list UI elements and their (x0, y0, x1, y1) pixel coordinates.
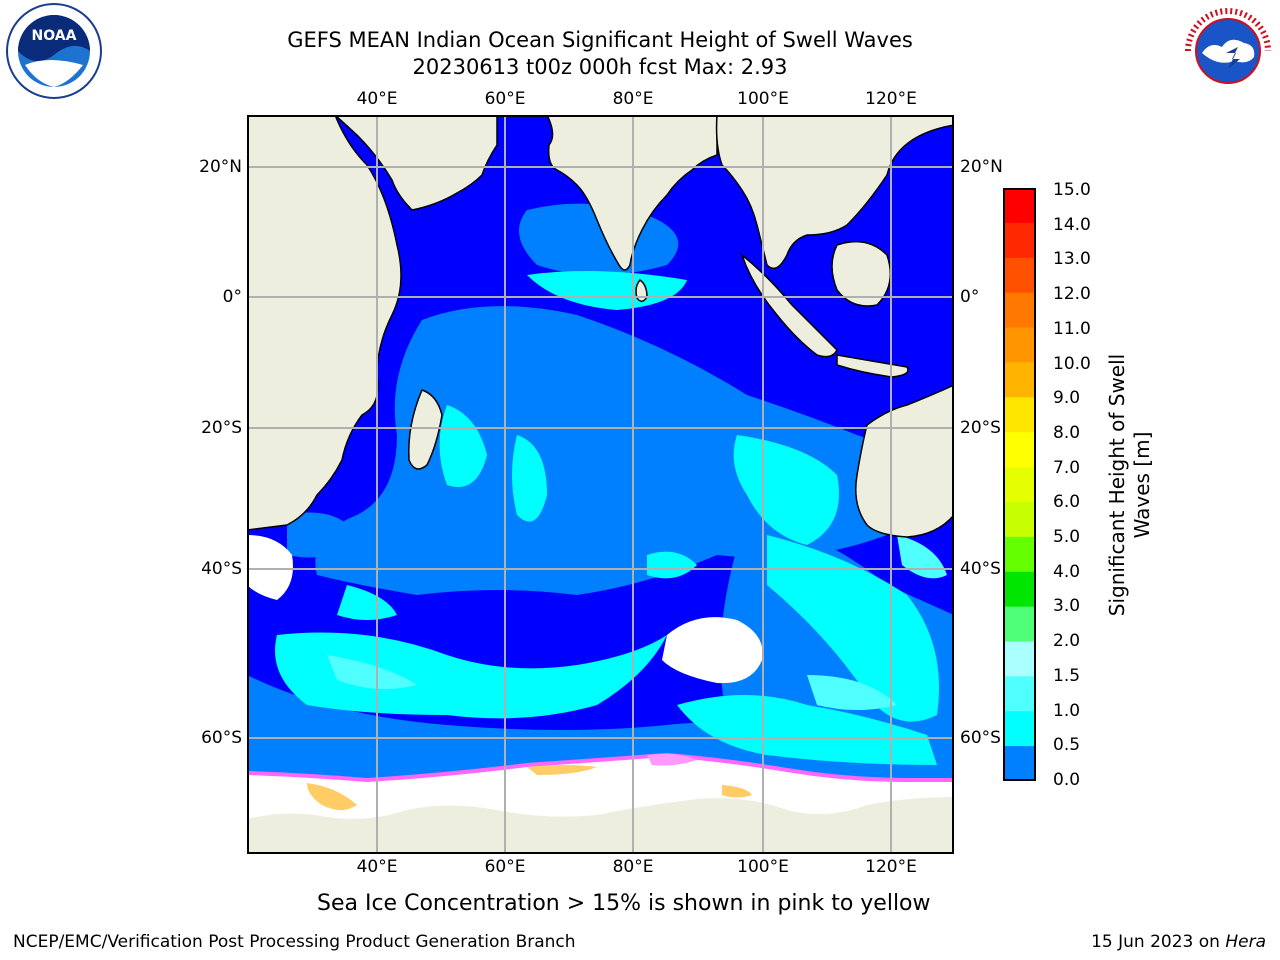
colorbar-tick-label: 10.0 (1053, 353, 1091, 374)
colorbar-segment (1003, 571, 1036, 608)
swell-height-map (247, 115, 954, 854)
lon-tick-bottom: 120°E (865, 857, 917, 877)
colorbar-segment (1003, 362, 1036, 398)
colorbar-tick-label: 15.0 (1053, 180, 1091, 200)
lon-tick-bottom: 80°E (612, 857, 654, 877)
colorbar-tick-label: 9.0 (1053, 388, 1081, 409)
colorbar-segment (1003, 257, 1036, 294)
map-grid (247, 115, 954, 854)
swell-field-1.5-2.0 (327, 655, 417, 689)
colorbar-tick-label: 1.0 (1053, 700, 1081, 721)
lon-tick-top: 100°E (737, 89, 789, 109)
colorbar-segment (1003, 397, 1036, 433)
noaa-logo: NOAA (6, 3, 102, 99)
sea-ice-edge (647, 753, 697, 766)
colorbar-tick-label: 14.0 (1053, 214, 1091, 235)
swell-field-0.5-1.0 (315, 306, 887, 595)
nws-logo (1182, 5, 1274, 97)
colorbar-segment (1003, 327, 1036, 363)
colorbar-tick-label: 11.0 (1053, 318, 1091, 339)
lon-tick-bottom: 100°E (737, 857, 789, 877)
colorbar-title: Significant Height of Swell Waves [m] (1105, 353, 1154, 617)
footer-date: 15 Jun 2023 on Hera (1091, 932, 1266, 952)
land-australia (855, 384, 954, 538)
swell-field-1.0-1.5 (677, 695, 937, 765)
lat-tick-left: 60°S (201, 728, 242, 748)
lon-tick-top: 40°E (356, 89, 398, 109)
colorbar-segment (1003, 222, 1036, 259)
lon-tick-top: 80°E (612, 89, 654, 109)
colorbar-segment (1003, 641, 1036, 677)
swell-field-1.0-1.5 (512, 435, 547, 522)
colorbar-tick-label: 5.0 (1053, 527, 1081, 548)
lon-tick-bottom: 40°E (356, 857, 398, 877)
footer-credit: NCEP/EMC/Verification Post Processing Pr… (13, 932, 576, 952)
swell-field-1.0-1.5 (527, 271, 687, 310)
colorbar-tick-label: 0.0 (1053, 770, 1081, 790)
colorbar-tick-label: 6.0 (1053, 492, 1081, 513)
colorbar-segment (1003, 536, 1036, 573)
land-borneo (831, 240, 892, 307)
swell-field-1.0-1.5 (647, 551, 697, 579)
colorbar-tick-label: 2.0 (1053, 631, 1081, 652)
swell-field-1.0-1.5 (733, 435, 839, 545)
land-madagascar (408, 389, 443, 470)
swell-field-0.5-1.0 (287, 512, 357, 558)
swell-field-1.0-1.5 (767, 535, 939, 722)
map-frame (247, 115, 954, 854)
lat-tick-left: 20°N (199, 157, 242, 177)
sea-ice-note: Sea Ice Concentration > 15% is shown in … (317, 891, 931, 916)
nodata-region (247, 535, 293, 600)
lat-tick-right: 20°S (960, 418, 1001, 438)
nodata-region (662, 617, 763, 684)
sea-ice-edge (247, 752, 954, 783)
plot-title: GEFS MEAN Indian Ocean Significant Heigh… (287, 28, 913, 52)
swell-field-1.0-1.5 (439, 405, 487, 487)
colorbar-segment (1003, 606, 1036, 642)
lat-tick-left: 0° (222, 287, 242, 307)
colorbar-segment (1003, 432, 1036, 468)
land-sri-lanka (635, 278, 648, 302)
swell-field-1.5-2.0 (807, 675, 897, 710)
colorbar-segment (1003, 746, 1036, 781)
land-se-asia (715, 115, 954, 270)
colorbar-segment (1003, 501, 1036, 538)
sea-ice (247, 755, 954, 819)
colorbar-tick-label: 8.0 (1053, 422, 1081, 443)
colorbar-tick-label: 1.5 (1053, 665, 1081, 686)
colorbar-tick-label: 12.0 (1053, 284, 1091, 305)
sea-ice-edge (527, 765, 597, 775)
footer-host: Hera (1225, 932, 1266, 952)
sea-ice-edge (307, 783, 357, 810)
swell-field-1.0-1.5 (337, 585, 397, 620)
colorbar-tick-label: 0.5 (1053, 735, 1081, 756)
swell-field-1.5-2.0 (897, 535, 947, 579)
colorbar-segment (1003, 188, 1036, 224)
lon-tick-top: 60°E (484, 89, 526, 109)
colorbar-segment (1003, 711, 1036, 747)
lat-tick-left: 40°S (201, 559, 242, 579)
colorbar-tick-label: 13.0 (1053, 249, 1091, 270)
swell-field-1.0-1.5 (275, 632, 667, 719)
lon-tick-top: 120°E (865, 89, 917, 109)
colorbar (1003, 188, 1036, 781)
colorbar-tick-label: 7.0 (1053, 457, 1081, 478)
lat-tick-right: 0° (960, 287, 980, 307)
plot-subtitle: 20230613 t00z 000h fcst Max: 2.93 (412, 55, 788, 79)
colorbar-tick-label: 4.0 (1053, 561, 1081, 582)
colorbar-tick-label: 3.0 (1053, 596, 1081, 617)
sea-ice-edge (722, 785, 752, 798)
lat-tick-right: 20°N (960, 157, 1003, 177)
colorbar-segment (1003, 467, 1036, 503)
colorbar-frame (1003, 188, 1036, 781)
lon-tick-bottom: 60°E (484, 857, 526, 877)
colorbar-segment (1003, 676, 1036, 712)
lat-tick-left: 20°S (201, 418, 242, 438)
colorbar-segment (1003, 292, 1036, 329)
footer-date-text: 15 Jun 2023 on (1091, 932, 1226, 952)
lat-tick-right: 40°S (960, 559, 1001, 579)
svg-text:NOAA: NOAA (32, 28, 77, 44)
lat-tick-right: 60°S (960, 728, 1001, 748)
